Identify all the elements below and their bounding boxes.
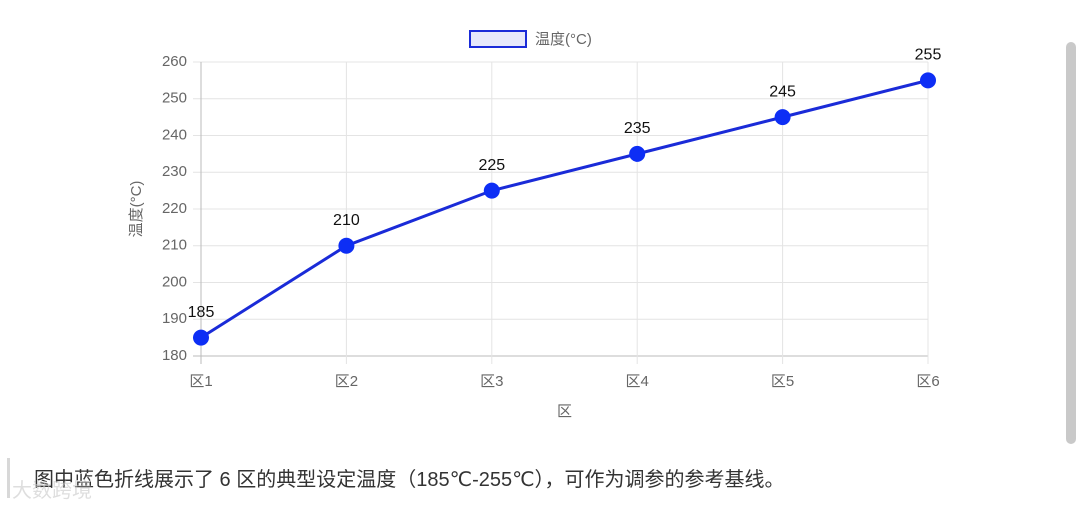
- line: [200, 78, 929, 339]
- data-label: 255: [915, 47, 942, 64]
- watermark: 大数跨境: [12, 480, 92, 502]
- y-tick-label: 180: [162, 347, 187, 364]
- point: [920, 72, 936, 89]
- y-tick-label: 200: [162, 273, 187, 290]
- x-tick-label: 区1: [189, 373, 212, 390]
- y-tick-label: 240: [162, 126, 187, 143]
- legend-label: 温度(°C): [535, 31, 592, 48]
- x-axis-title: 区: [557, 403, 572, 420]
- quote-bar: [7, 458, 10, 498]
- x-tick-label: 区3: [480, 373, 503, 390]
- y-tick-label: 210: [162, 237, 187, 254]
- data-label: 245: [769, 83, 796, 100]
- data-label: 185: [188, 304, 215, 321]
- point: [483, 182, 500, 199]
- y-tick-label: 260: [162, 53, 187, 70]
- y-tick-label: 250: [162, 90, 187, 107]
- point: [193, 329, 209, 346]
- legend-swatch: [469, 30, 527, 48]
- caption: 图中蓝色折线展示了 6 区的典型设定温度（185℃-255℃），可作为调参的参考…: [34, 469, 785, 491]
- y-axis-title: 温度(°C): [128, 181, 145, 238]
- data-label: 235: [624, 120, 651, 137]
- data-label: 225: [478, 157, 505, 174]
- y-tick-label: 190: [162, 310, 187, 327]
- x-tick-label: 区6: [916, 373, 939, 390]
- x-tick-label: 区2: [335, 373, 358, 390]
- scrollbar[interactable]: [1066, 42, 1076, 444]
- y-tick-label: 220: [162, 200, 187, 217]
- y-tick-label: 230: [162, 163, 187, 180]
- point: [338, 237, 355, 254]
- point: [629, 145, 646, 162]
- x-tick-label: 区5: [771, 373, 794, 390]
- chart: 180 190 200 210 220 230 240 250 260 区1 区2 区3 区4 区5 区6 区…: [128, 30, 942, 420]
- point: [774, 109, 791, 126]
- data-label: 210: [333, 212, 360, 229]
- x-tick-label: 区4: [626, 373, 649, 390]
